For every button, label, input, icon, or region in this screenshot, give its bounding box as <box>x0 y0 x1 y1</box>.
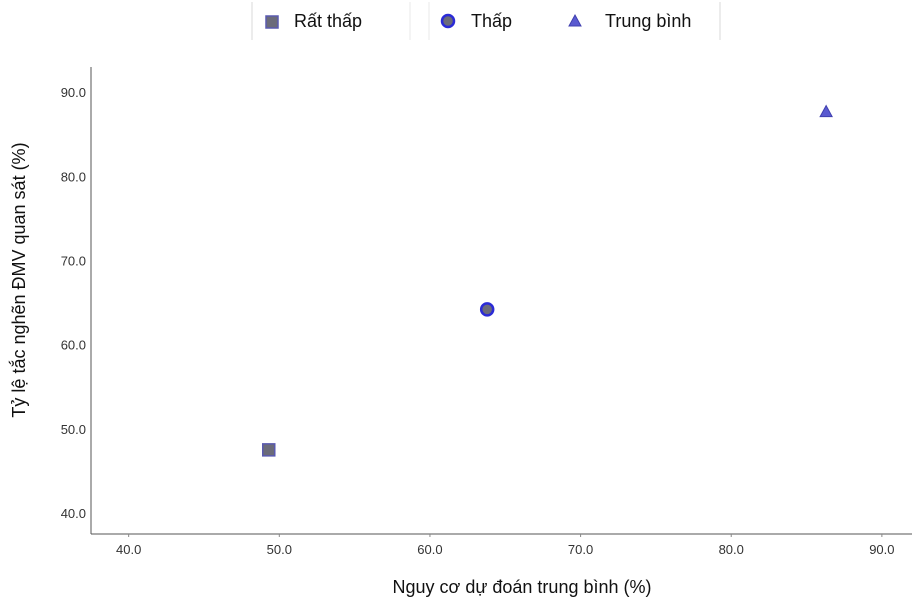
x-tick-label: 80.0 <box>719 542 744 557</box>
y-axis-title: Tỷ lệ tắc nghẽn ĐMV quan sát (%) <box>8 142 29 417</box>
x-axis-title: Nguy cơ dự đoán trung bình (%) <box>393 577 652 597</box>
y-tick-label: 50.0 <box>61 422 86 437</box>
x-tick-labels: 40.0 50.0 60.0 70.0 80.0 90.0 <box>116 534 895 557</box>
x-tick-label: 90.0 <box>869 542 894 557</box>
y-tick-label: 80.0 <box>61 169 86 184</box>
y-tick-label: 60.0 <box>61 338 86 353</box>
legend-label-thap: Thấp <box>471 11 512 31</box>
x-tick-label: 70.0 <box>568 542 593 557</box>
legend-square-marker <box>265 15 279 29</box>
data-point-square <box>262 443 276 457</box>
y-tick-label: 70.0 <box>61 254 86 269</box>
y-tick-label: 90.0 <box>61 85 86 100</box>
legend-label-trung-binh: Trung bình <box>605 11 691 31</box>
y-tick-labels: 40.0 50.0 60.0 70.0 80.0 90.0 <box>61 85 86 521</box>
x-tick-label: 50.0 <box>267 542 292 557</box>
legend-circle-marker <box>440 13 456 29</box>
legend: Rất thấp Thấp Trung bình <box>251 2 721 40</box>
legend-triangle-marker <box>568 13 582 27</box>
x-tick-label: 60.0 <box>417 542 442 557</box>
x-tick-label: 40.0 <box>116 542 141 557</box>
legend-label-rat-thap: Rất thấp <box>294 11 362 31</box>
data-points <box>262 104 833 457</box>
data-point-circle <box>479 302 495 317</box>
y-tick-label: 40.0 <box>61 506 86 521</box>
data-point-triangle <box>819 104 833 118</box>
